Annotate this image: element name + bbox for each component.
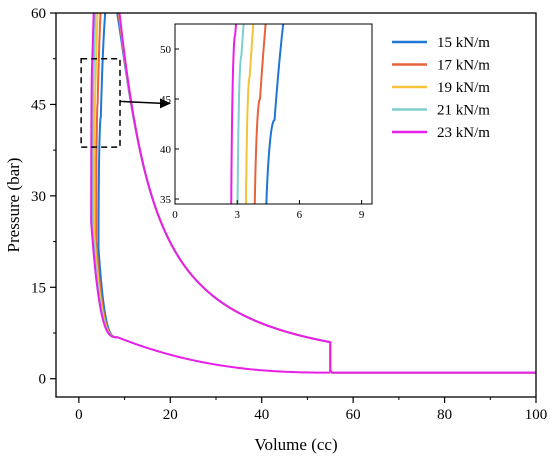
x-tick-label-2: 40 bbox=[254, 407, 269, 423]
inset-ticks: 0 3 6 9 35 40 45 50 bbox=[160, 44, 365, 221]
x-axis-title: Volume (cc) bbox=[254, 435, 337, 454]
y-tick-label-0: 0 bbox=[39, 372, 47, 388]
zoom-region-box bbox=[80, 57, 121, 148]
legend-label-3: 19 kN/m bbox=[437, 80, 490, 96]
inset-x-tick-label-2: 6 bbox=[297, 209, 303, 221]
y-tick-label-4: 60 bbox=[31, 6, 46, 22]
intake-compression-line bbox=[117, 336, 331, 374]
x-tick-label-5: 100 bbox=[525, 407, 548, 423]
series-line-5 bbox=[90, 13, 536, 374]
y-tick-label-3: 45 bbox=[31, 97, 46, 113]
inset-y-tick-label-3: 50 bbox=[160, 44, 172, 56]
legend-label-1: 15 kN/m bbox=[437, 35, 490, 51]
inset-x-tick-label-3: 9 bbox=[359, 209, 365, 221]
inset-y-tick-label-1: 40 bbox=[160, 144, 172, 156]
legend-label-4: 21 kN/m bbox=[437, 103, 490, 119]
inset-curves bbox=[230, 24, 285, 204]
inset-plot: 0 3 6 9 35 40 45 50 bbox=[160, 23, 373, 221]
inset-series-line-5 bbox=[230, 24, 238, 204]
x-tick-label-0: 0 bbox=[75, 407, 83, 423]
inset-x-tick-label-1: 3 bbox=[234, 209, 240, 221]
legend-label-5: 23 kN/m bbox=[437, 125, 490, 141]
inset-series-line-4 bbox=[236, 24, 245, 204]
x-tick-label-4: 80 bbox=[437, 407, 452, 423]
inset-series-line-1 bbox=[265, 24, 285, 204]
inset-series-line-3 bbox=[244, 24, 255, 204]
legend: 15 kN/m 17 kN/m 19 kN/m 21 kN/m 23 kN/m bbox=[392, 35, 490, 141]
main-curves bbox=[90, 13, 536, 374]
zoom-arrowhead bbox=[160, 98, 171, 109]
y-tick-label-1: 15 bbox=[31, 280, 46, 296]
inset-background bbox=[175, 24, 372, 204]
x-tick-label-1: 20 bbox=[163, 407, 178, 423]
legend-label-2: 17 kN/m bbox=[437, 58, 490, 74]
y-axis-title: Pressure (bar) bbox=[4, 158, 23, 253]
main-axes-frame bbox=[55, 12, 537, 398]
inset-x-tick-label-0: 0 bbox=[172, 209, 178, 221]
zoom-arrow bbox=[119, 100, 164, 105]
inset-axes-frame bbox=[174, 23, 373, 205]
y-tick-label-2: 30 bbox=[31, 189, 46, 205]
inset-y-tick-label-0: 35 bbox=[160, 194, 172, 206]
x-tick-label-3: 60 bbox=[346, 407, 361, 423]
inset-series-line-2 bbox=[253, 24, 267, 204]
inset-y-tick-label-2: 45 bbox=[160, 94, 172, 106]
